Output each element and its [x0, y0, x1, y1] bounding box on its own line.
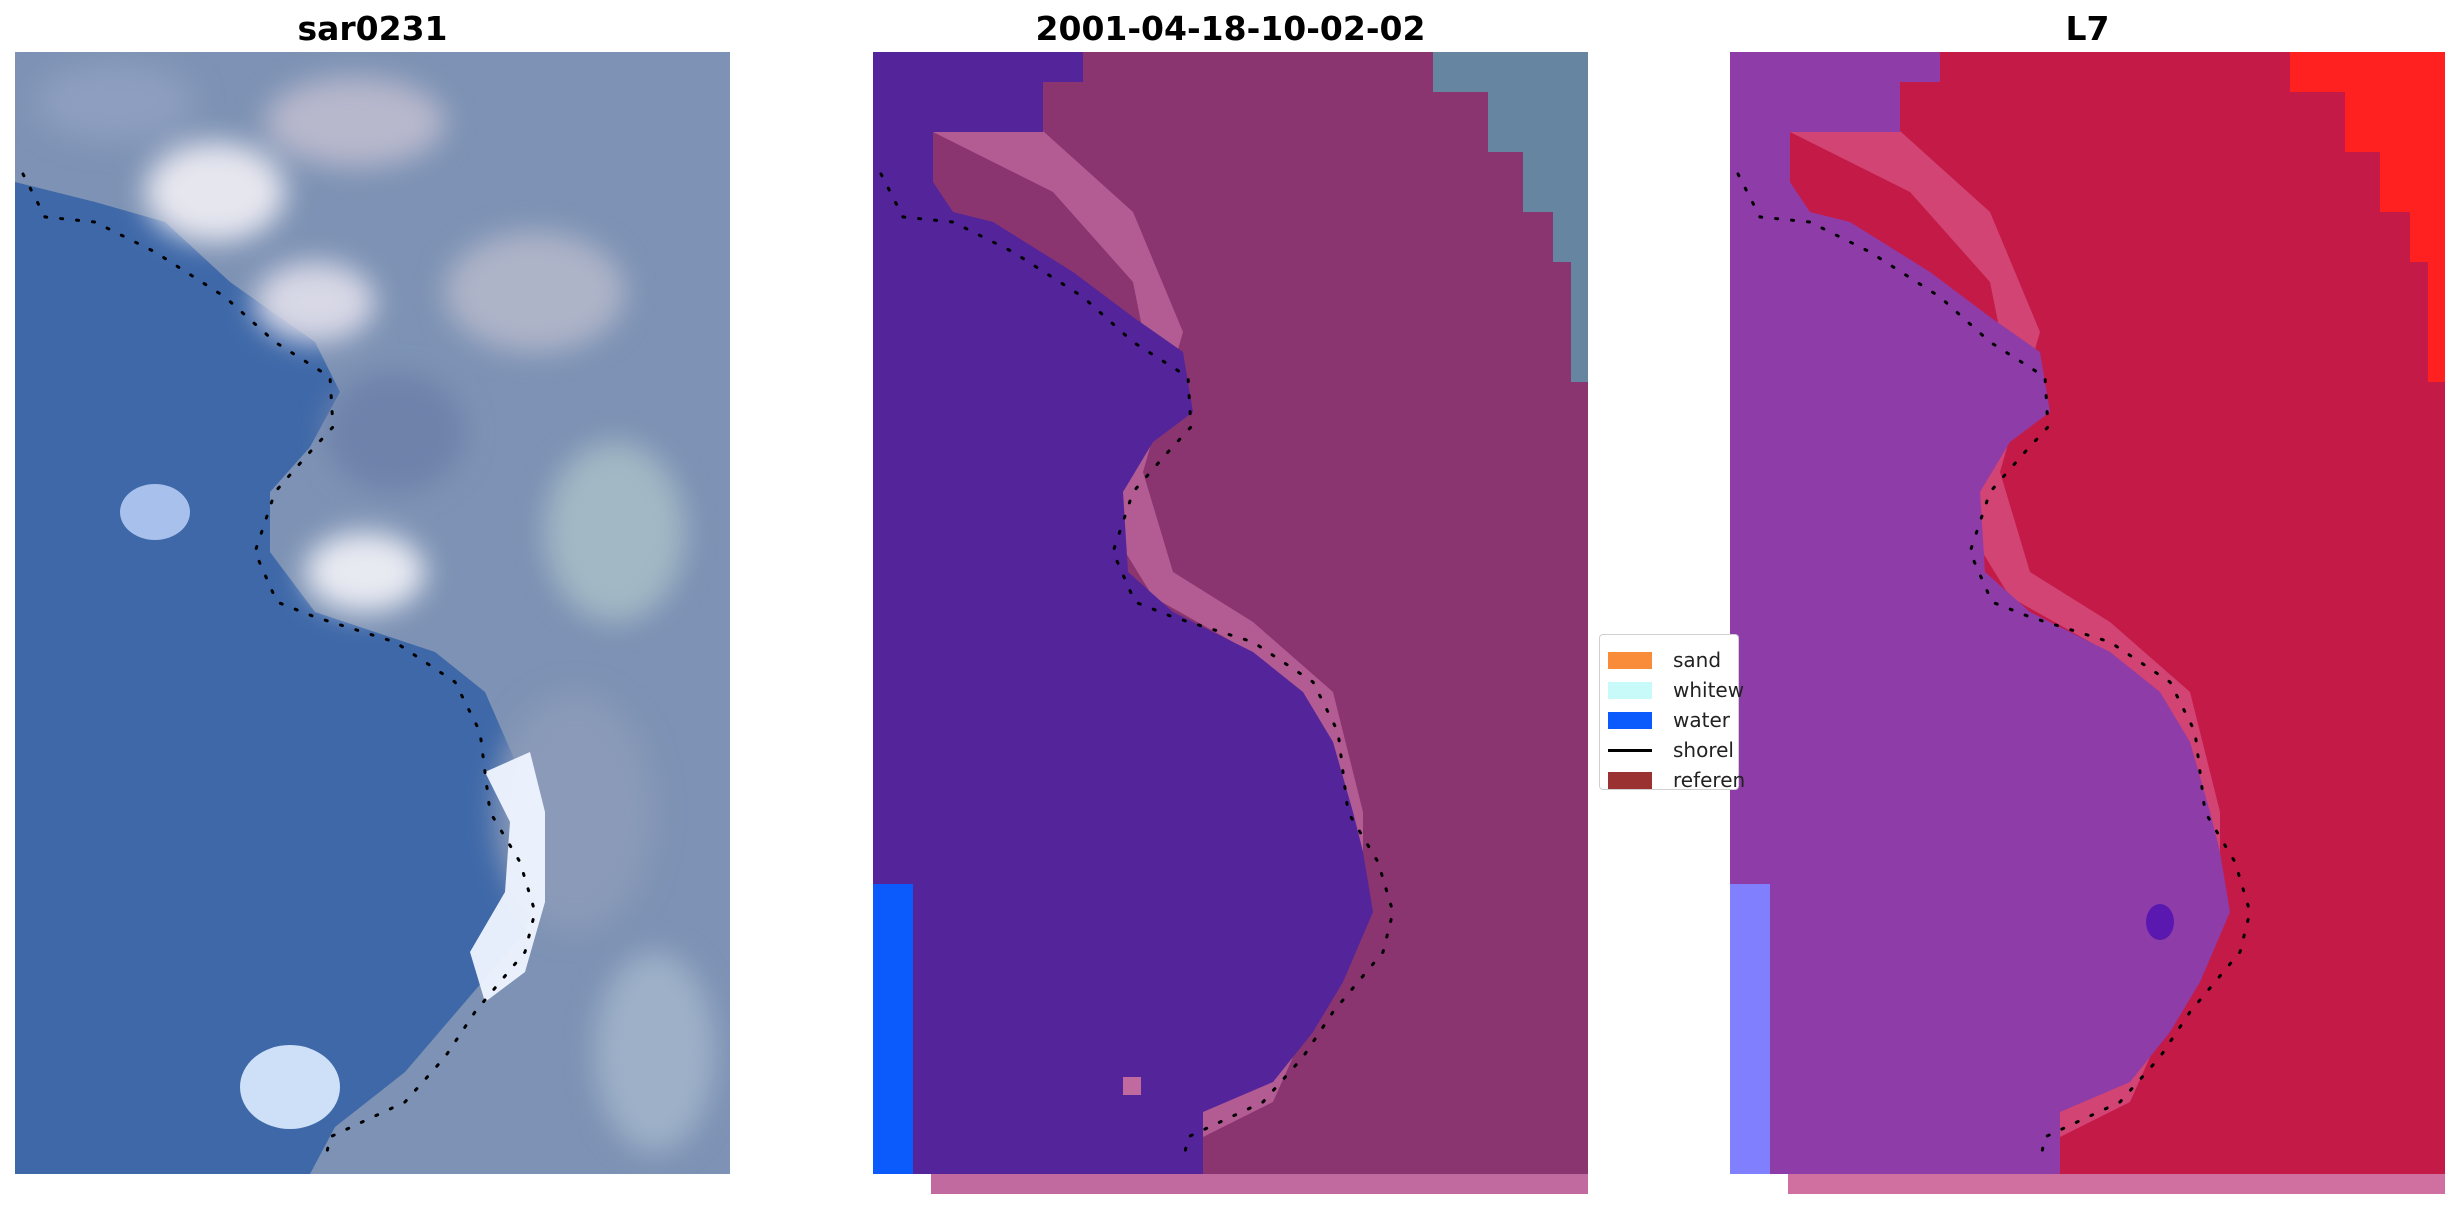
legend-line-shoreline: [1608, 749, 1652, 752]
index-dark-spot: [2146, 904, 2174, 940]
panel-title-classified: 2001-04-18-10-02-02: [1035, 9, 1426, 48]
legend-label-whitewater: whitew: [1673, 678, 1745, 702]
legend-label-shoreline: shorel: [1673, 738, 1734, 762]
classified-water-pixel: [1123, 1077, 1141, 1095]
classified-edge-band: [933, 122, 1363, 1142]
classified-image: [873, 52, 1588, 1194]
legend-label-sand: sand: [1673, 648, 1722, 672]
legend-label-reference: referen: [1673, 768, 1746, 792]
legend-item-whitewater: whitew: [1608, 677, 1808, 703]
shoreline-dots-classified: [879, 172, 1395, 1164]
index-blue-strip: [1730, 884, 1770, 1174]
legend-item-sand: sand: [1608, 647, 1808, 673]
classified-bottom-strip: [931, 1174, 1588, 1194]
legend-item-water: water: [1608, 707, 1808, 733]
index-image: [1730, 52, 2445, 1194]
rgb-surf-zone: [470, 752, 545, 1002]
legend: sand whitew water shorel referen: [1599, 634, 1745, 792]
classified-blue-strip: [873, 884, 913, 1174]
classified-water-area: [873, 52, 1373, 1174]
legend-label-water: water: [1673, 708, 1730, 732]
rgb-satellite-image: [15, 52, 730, 1174]
index-bottom-strip: [1788, 1174, 2445, 1194]
classified-sea-corner: [1433, 52, 1588, 382]
shoreline-dots-index: [1736, 172, 2252, 1164]
legend-swatch-sand: [1608, 652, 1652, 669]
rgb-bright-rock: [240, 1045, 340, 1129]
legend-swatch-water: [1608, 712, 1652, 729]
legend-swatch-whitewater: [1608, 682, 1652, 699]
rgb-texture: [35, 62, 715, 1152]
legend-swatch-reference: [1608, 772, 1652, 789]
shoreline-dots-rgb: [21, 172, 537, 1164]
panel-title-rgb: sar0231: [297, 9, 448, 48]
index-transition-band: [1790, 122, 2220, 1142]
panel-title-index: L7: [2065, 9, 2110, 48]
index-water-area: [1730, 52, 2230, 1174]
legend-item-reference: referen: [1608, 767, 1808, 793]
legend-item-shoreline: shorel: [1608, 737, 1808, 763]
index-bright-red-corner: [2290, 52, 2445, 382]
rgb-bright-spot: [120, 484, 190, 540]
